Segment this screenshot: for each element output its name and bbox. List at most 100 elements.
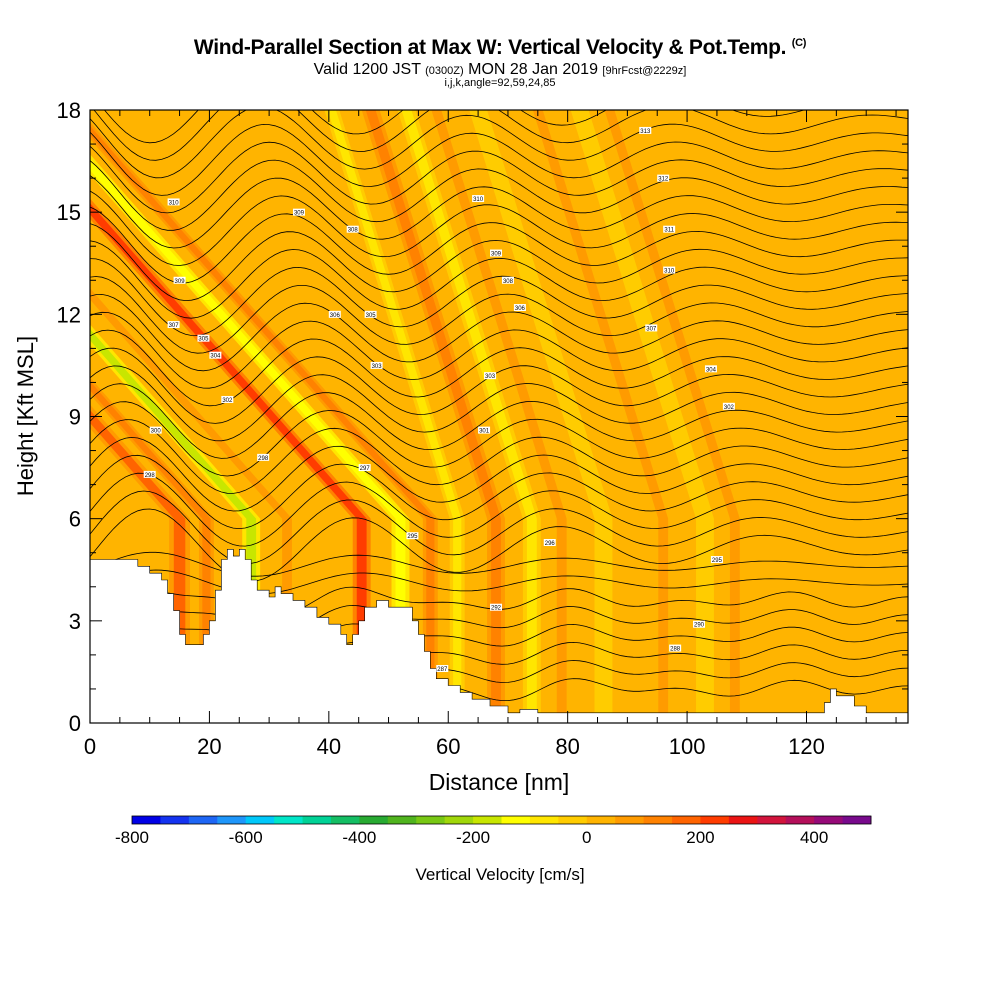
contour-label-text: 305 <box>198 337 209 343</box>
velocity-band-level <box>324 110 465 723</box>
theta-contour <box>90 383 908 459</box>
x-tick-label: 120 <box>788 734 825 759</box>
contour-label: 295 <box>710 556 723 564</box>
contour-label-bg <box>472 195 485 203</box>
colorbar-swatch <box>302 816 332 824</box>
colorbar-swatch <box>728 816 758 824</box>
colorbar-swatch <box>444 816 474 824</box>
contour-label-text: 302 <box>222 398 233 404</box>
contour-label: 310 <box>472 195 485 203</box>
colorbar-swatch <box>160 816 190 824</box>
theta-contour <box>90 276 908 354</box>
colorbar-swatch <box>814 816 843 824</box>
contour-label-bg <box>478 426 491 434</box>
contour-label-text: 309 <box>491 252 502 258</box>
contour-label-bg <box>645 324 658 332</box>
theta-contour <box>90 258 908 337</box>
contour-label-bg <box>173 276 186 284</box>
contour-label: 308 <box>346 225 359 234</box>
contour-label: 302 <box>221 395 234 404</box>
x-axis-label: Distance [nm] <box>429 769 570 795</box>
velocity-band-level <box>660 110 804 723</box>
velocity-band-level <box>469 110 613 723</box>
velocity-band <box>90 154 410 723</box>
contour-label-text: 295 <box>712 558 723 564</box>
theta-contour <box>90 436 908 512</box>
contour-label-bg <box>292 208 305 216</box>
contour-label-text: 288 <box>670 647 681 653</box>
valid-date: MON 28 Jan 2019 <box>468 61 598 78</box>
x-tick-label: 100 <box>669 734 706 759</box>
velocity-band <box>528 110 673 723</box>
contour-label-bg <box>364 310 377 318</box>
x-tick-label: 20 <box>197 734 221 759</box>
velocity-band <box>324 110 465 723</box>
contour-label: 300 <box>149 426 162 435</box>
contour-label-bg <box>406 532 419 540</box>
contour-label: 301 <box>478 426 491 435</box>
theta-contour <box>90 347 908 424</box>
theta-contour <box>90 240 908 319</box>
theta-contour <box>90 472 908 547</box>
contour-label-text: 305 <box>366 313 377 319</box>
y-axis-label: Height [Kft MSL] <box>13 336 38 496</box>
contour-label-bg <box>328 310 341 318</box>
contour-label-text: 307 <box>169 323 180 329</box>
theta-contour <box>90 490 908 565</box>
contour-label-bg <box>490 603 503 611</box>
y-tick-label: 18 <box>57 98 81 123</box>
velocity-band-level <box>90 154 410 723</box>
contour-label: 310 <box>663 266 676 275</box>
contour-label: 313 <box>639 126 652 135</box>
contour-label-bg <box>209 351 222 359</box>
velocity-band <box>397 110 541 723</box>
contour-label-text: 290 <box>694 623 705 629</box>
contour-label-text: 312 <box>658 177 669 183</box>
y-tick-label: 0 <box>69 711 81 736</box>
velocity-band-level <box>528 110 673 723</box>
contour-label-text: 292 <box>491 606 502 612</box>
colorbar-swatch <box>330 816 360 824</box>
theta-contour <box>103 110 806 144</box>
contour-label-text: 297 <box>360 466 371 472</box>
theta-contour <box>90 454 908 530</box>
theta-contour <box>90 293 908 372</box>
contour-label: 308 <box>501 276 514 285</box>
velocity-band-level <box>427 110 571 723</box>
colorbar-tick-label: -400 <box>342 828 376 847</box>
contour-label: 292 <box>490 603 503 612</box>
contour-label: 296 <box>543 539 556 547</box>
contour-label: 306 <box>328 310 341 319</box>
contour-label-text: 298 <box>145 473 156 479</box>
theta-contour <box>90 223 908 302</box>
colorbar-tick-label: -800 <box>115 828 149 847</box>
colorbar-swatch <box>501 816 531 824</box>
colorbar-swatch <box>473 816 502 824</box>
x-tick-label: 60 <box>436 734 460 759</box>
colorbar-swatch <box>757 816 787 824</box>
colorbar-tick-label: -600 <box>229 828 263 847</box>
colorbar-swatch <box>842 816 872 824</box>
velocity-band-level <box>570 110 714 723</box>
title-text: Wind-Parallel Section at Max W: Vertical… <box>193 36 787 59</box>
contour-label-bg <box>167 198 180 206</box>
contour-label-bg <box>722 402 735 410</box>
contour-label: 305 <box>364 310 377 319</box>
contour-label-text: 287 <box>437 667 448 673</box>
velocity-band <box>90 198 371 723</box>
contour-label-text: 303 <box>485 374 496 380</box>
contour-label: 306 <box>513 304 526 312</box>
copyright-mark: (C) <box>791 37 807 49</box>
contour-label-bg <box>669 644 682 652</box>
contour-label-text: 310 <box>169 200 180 206</box>
velocity-band-level <box>600 110 744 723</box>
y-tick-label: 9 <box>69 405 81 430</box>
colorbar-swatch <box>529 816 559 824</box>
contour-label-bg <box>257 453 270 461</box>
chart-title: Wind-Parallel Section at Max W: Vertical… <box>0 36 1000 60</box>
contour-label-bg <box>663 266 676 274</box>
colorbar-swatch <box>274 816 303 824</box>
contour-label-text: 296 <box>545 541 556 547</box>
contour-label: 307 <box>645 324 658 332</box>
